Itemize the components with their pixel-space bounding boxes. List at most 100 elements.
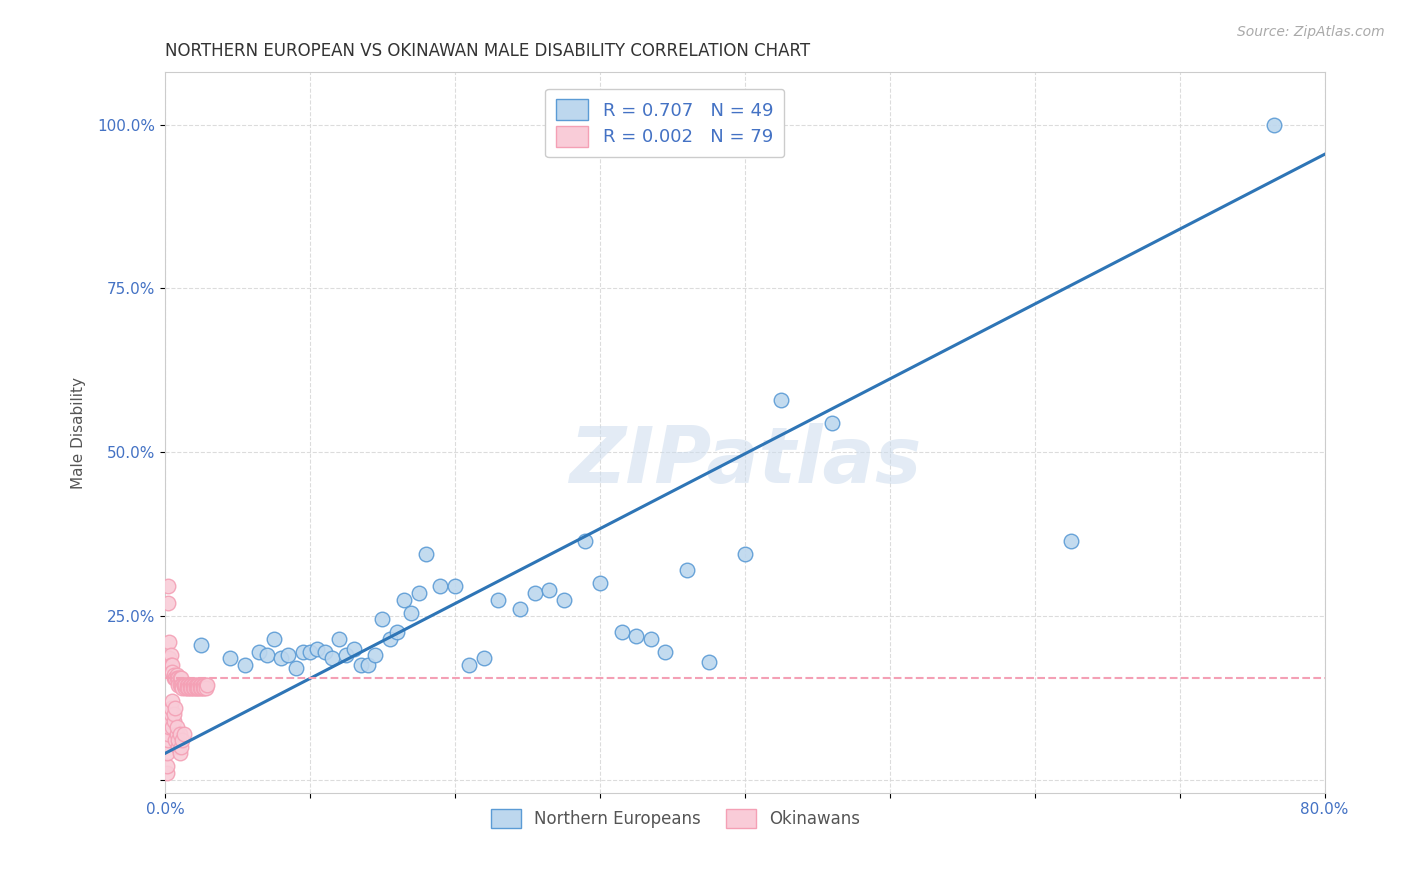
Point <box>157 714 180 728</box>
Point <box>314 645 336 659</box>
Point <box>523 586 546 600</box>
Point <box>173 678 195 692</box>
Point <box>1263 118 1285 132</box>
Point <box>156 733 179 747</box>
Point <box>298 645 321 659</box>
Point <box>458 657 481 672</box>
Point <box>190 638 212 652</box>
Point <box>589 576 612 591</box>
Point <box>166 720 188 734</box>
Point <box>162 720 184 734</box>
Point <box>187 678 209 692</box>
Point <box>624 628 647 642</box>
Point <box>270 651 292 665</box>
Point <box>385 625 408 640</box>
Point <box>167 733 190 747</box>
Point <box>172 678 194 692</box>
Point <box>394 592 416 607</box>
Point <box>488 592 510 607</box>
Point <box>169 678 191 692</box>
Point <box>676 563 699 577</box>
Point <box>169 727 191 741</box>
Y-axis label: Male Disability: Male Disability <box>72 376 86 489</box>
Point <box>429 579 451 593</box>
Point <box>357 657 380 672</box>
Point <box>193 678 215 692</box>
Point <box>190 678 212 692</box>
Point <box>167 678 190 692</box>
Point <box>169 747 191 761</box>
Text: ZIPatlas: ZIPatlas <box>569 424 921 500</box>
Point <box>170 739 193 754</box>
Point <box>371 612 394 626</box>
Point <box>160 657 183 672</box>
Point <box>263 632 285 646</box>
Point <box>610 625 633 640</box>
Point <box>321 651 343 665</box>
Point <box>165 671 187 685</box>
Point <box>247 645 270 659</box>
Point <box>160 700 183 714</box>
Point <box>191 678 214 692</box>
Point <box>162 694 184 708</box>
Point <box>183 681 205 695</box>
Point <box>1060 533 1083 548</box>
Point <box>179 678 201 692</box>
Point <box>163 668 186 682</box>
Point <box>186 681 208 695</box>
Point <box>472 651 495 665</box>
Point <box>156 579 179 593</box>
Point <box>173 727 195 741</box>
Point <box>401 606 423 620</box>
Point <box>654 645 676 659</box>
Point <box>415 547 437 561</box>
Point <box>166 668 188 682</box>
Point <box>335 648 357 662</box>
Point <box>444 579 467 593</box>
Point <box>186 678 208 692</box>
Text: Source: ZipAtlas.com: Source: ZipAtlas.com <box>1237 25 1385 39</box>
Point <box>194 681 217 695</box>
Point <box>408 586 430 600</box>
Point <box>364 648 387 662</box>
Point <box>195 678 218 692</box>
Point <box>160 648 183 662</box>
Point <box>734 547 756 561</box>
Point <box>166 671 188 685</box>
Point <box>188 678 211 692</box>
Point <box>180 678 202 692</box>
Point <box>163 707 186 722</box>
Point <box>169 671 191 685</box>
Legend: Northern Europeans, Okinawans: Northern Europeans, Okinawans <box>484 802 866 835</box>
Point <box>162 665 184 679</box>
Point <box>165 700 187 714</box>
Point <box>172 733 194 747</box>
Point <box>307 641 329 656</box>
Text: NORTHERN EUROPEAN VS OKINAWAN MALE DISABILITY CORRELATION CHART: NORTHERN EUROPEAN VS OKINAWAN MALE DISAB… <box>165 42 810 60</box>
Point <box>162 657 184 672</box>
Point <box>821 416 844 430</box>
Point <box>190 681 212 695</box>
Point <box>167 671 190 685</box>
Point <box>165 733 187 747</box>
Point <box>165 671 187 685</box>
Point <box>188 681 211 695</box>
Point <box>177 681 200 695</box>
Point <box>191 681 214 695</box>
Point <box>770 392 793 407</box>
Point <box>574 533 596 548</box>
Point <box>179 681 201 695</box>
Point <box>170 671 193 685</box>
Point <box>157 651 180 665</box>
Point <box>640 632 662 646</box>
Point <box>155 747 177 761</box>
Point <box>155 759 177 773</box>
Point <box>194 678 217 692</box>
Point <box>181 678 204 692</box>
Point <box>284 661 307 675</box>
Point <box>256 648 278 662</box>
Point <box>156 727 179 741</box>
Point <box>538 582 561 597</box>
Point <box>183 678 205 692</box>
Point <box>157 720 180 734</box>
